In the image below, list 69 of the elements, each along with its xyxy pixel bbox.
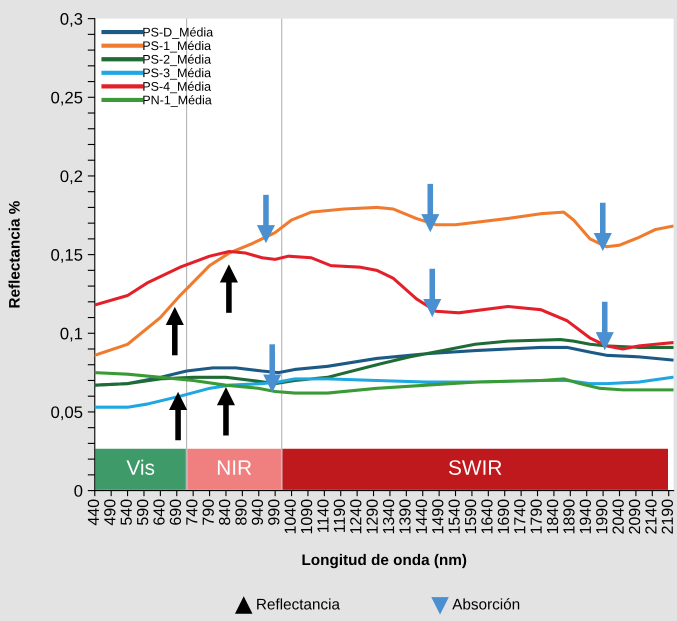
x-tick-label: 1140 <box>317 500 329 532</box>
x-tick-label: 2190 <box>662 500 673 534</box>
x-tick-label: 2140 <box>645 500 657 534</box>
x-tick-label: 590 <box>136 500 148 525</box>
point <box>421 214 440 232</box>
x-tick-label: 1790 <box>530 500 542 534</box>
point <box>256 225 276 244</box>
x-tick-label: 1990 <box>596 500 608 534</box>
legend-label: PS-3_Média <box>143 68 212 80</box>
y-tick-label: 0,1 <box>60 328 82 342</box>
line-series <box>94 250 674 351</box>
x-tick-label: 1040 <box>284 500 296 534</box>
x-tick-label: 1940 <box>580 500 591 534</box>
point <box>169 392 188 410</box>
band-label: NIR <box>218 460 252 475</box>
x-tick-label: 790 <box>202 500 214 525</box>
y-tick-label: 0,05 <box>51 406 82 420</box>
x-tick-label: 1590 <box>464 500 476 534</box>
y-tick-label: 0,3 <box>60 13 82 27</box>
x-tick-label: 1640 <box>481 500 493 534</box>
x-tick-label: 740 <box>186 500 198 525</box>
legend-label: PN-1_Média <box>143 95 212 107</box>
x-tick-label: 540 <box>120 500 132 525</box>
legend-label: PS-2_Média <box>143 54 212 66</box>
point <box>596 332 614 350</box>
y-tick-label: 0,15 <box>51 249 82 263</box>
x-tick-label: 690 <box>170 500 182 525</box>
band-label: SWIR <box>448 460 502 475</box>
x-tick-label: 1190 <box>334 500 346 532</box>
y-tick-label: 0 <box>74 484 82 497</box>
point <box>263 374 282 393</box>
x-tick-label: 1840 <box>546 500 558 534</box>
text: Reflectancia <box>257 598 340 610</box>
point <box>594 232 612 252</box>
x-tick-label: 940 <box>252 500 264 525</box>
x-tick-label: 1740 <box>514 500 526 534</box>
x-tick-label: 840 <box>218 500 230 525</box>
x-tick-label: 1690 <box>498 500 510 534</box>
legend-label: PS-1_Média <box>143 40 212 53</box>
x-tick-label: 2040 <box>612 500 624 534</box>
line-series <box>94 371 674 395</box>
point <box>216 387 236 406</box>
x-axis-title: Longitud de onda (nm) <box>302 554 466 568</box>
text: Absorción <box>452 598 520 610</box>
x-tick-label: 990 <box>268 500 280 525</box>
x-tick-label: 1440 <box>416 500 428 534</box>
x-tick-label: 1540 <box>448 500 460 534</box>
x-tick-label: 640 <box>153 500 165 525</box>
point <box>423 299 442 318</box>
x-tick-label: 1390 <box>399 500 411 534</box>
x-tick-label: 2090 <box>628 500 640 534</box>
x-tick-label: 1090 <box>300 500 312 534</box>
x-tick-label: 890 <box>235 500 247 525</box>
x-tick-label: 1890 <box>563 500 575 534</box>
x-tick-label: 490 <box>104 500 116 526</box>
point <box>166 306 184 326</box>
legend-label: PS-4_Média <box>143 82 212 94</box>
y-tick-label: 0,2 <box>60 170 82 184</box>
x-tick-label: 440 <box>88 500 100 526</box>
x-tick-label: 1290 <box>366 500 378 534</box>
point <box>220 264 238 283</box>
x-tick-label: 1340 <box>382 500 394 534</box>
x-tick-label: 1240 <box>350 500 362 534</box>
x-tick-label: 1490 <box>432 500 444 534</box>
legend-label: PS-D_Média <box>143 27 214 39</box>
band-label: Vis <box>126 460 154 475</box>
y-tick-label: 0,25 <box>51 92 82 106</box>
line-series <box>94 206 674 357</box>
y-axis-title: Reflectancia % <box>8 201 20 308</box>
